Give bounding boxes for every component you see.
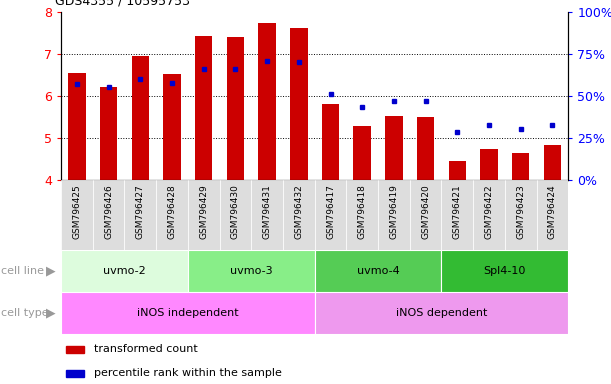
Text: GSM796429: GSM796429: [199, 184, 208, 239]
Bar: [315, 250, 441, 292]
Bar: [441, 180, 473, 250]
Bar: [188, 250, 315, 292]
Text: uvmo-2: uvmo-2: [103, 266, 146, 276]
Text: GSM796430: GSM796430: [231, 184, 240, 239]
Bar: [473, 180, 505, 250]
Text: uvmo-3: uvmo-3: [230, 266, 273, 276]
Text: GSM796424: GSM796424: [548, 184, 557, 238]
Text: percentile rank within the sample: percentile rank within the sample: [94, 367, 282, 377]
Text: ▶: ▶: [46, 306, 56, 319]
Text: GSM796425: GSM796425: [73, 184, 81, 239]
Text: GSM796423: GSM796423: [516, 184, 525, 239]
Bar: [156, 180, 188, 250]
Text: GSM796432: GSM796432: [295, 184, 303, 239]
Bar: [378, 180, 410, 250]
Bar: [195, 36, 213, 180]
Text: GSM796420: GSM796420: [421, 184, 430, 239]
Text: GSM796431: GSM796431: [263, 184, 272, 239]
Text: uvmo-4: uvmo-4: [357, 266, 400, 276]
Bar: [315, 292, 568, 334]
Text: GSM796419: GSM796419: [389, 184, 398, 239]
Bar: [219, 180, 251, 250]
Bar: [131, 56, 149, 180]
Text: GSM796427: GSM796427: [136, 184, 145, 239]
Bar: [505, 180, 536, 250]
Bar: [290, 28, 307, 180]
Bar: [61, 250, 188, 292]
Text: GSM796417: GSM796417: [326, 184, 335, 239]
Bar: [544, 145, 561, 180]
Text: cell type: cell type: [1, 308, 49, 318]
Text: GSM796421: GSM796421: [453, 184, 462, 239]
Bar: [448, 161, 466, 180]
Bar: [100, 87, 117, 180]
Bar: [417, 117, 434, 180]
Bar: [66, 370, 84, 376]
Bar: [410, 180, 441, 250]
Bar: [512, 153, 529, 180]
Bar: [385, 116, 403, 180]
Bar: [125, 180, 156, 250]
Bar: [163, 74, 181, 180]
Text: GSM796426: GSM796426: [104, 184, 113, 239]
Text: GDS4355 / 10595753: GDS4355 / 10595753: [55, 0, 190, 8]
Bar: [283, 180, 315, 250]
Bar: [251, 180, 283, 250]
Text: iNOS independent: iNOS independent: [137, 308, 239, 318]
Text: cell line: cell line: [1, 266, 44, 276]
Bar: [258, 23, 276, 180]
Text: GSM796428: GSM796428: [167, 184, 177, 239]
Bar: [188, 180, 219, 250]
Bar: [480, 149, 498, 180]
Bar: [66, 346, 84, 353]
Text: GSM796418: GSM796418: [357, 184, 367, 239]
Bar: [61, 292, 315, 334]
Text: Spl4-10: Spl4-10: [484, 266, 526, 276]
Bar: [93, 180, 125, 250]
Bar: [322, 104, 339, 180]
Bar: [61, 180, 93, 250]
Text: GSM796422: GSM796422: [485, 184, 494, 238]
Bar: [315, 180, 346, 250]
Text: iNOS dependent: iNOS dependent: [396, 308, 487, 318]
Text: ▶: ▶: [46, 264, 56, 277]
Text: transformed count: transformed count: [94, 344, 198, 354]
Bar: [354, 126, 371, 180]
Bar: [227, 37, 244, 180]
Bar: [346, 180, 378, 250]
Bar: [536, 180, 568, 250]
Bar: [68, 73, 86, 180]
Bar: [441, 250, 568, 292]
